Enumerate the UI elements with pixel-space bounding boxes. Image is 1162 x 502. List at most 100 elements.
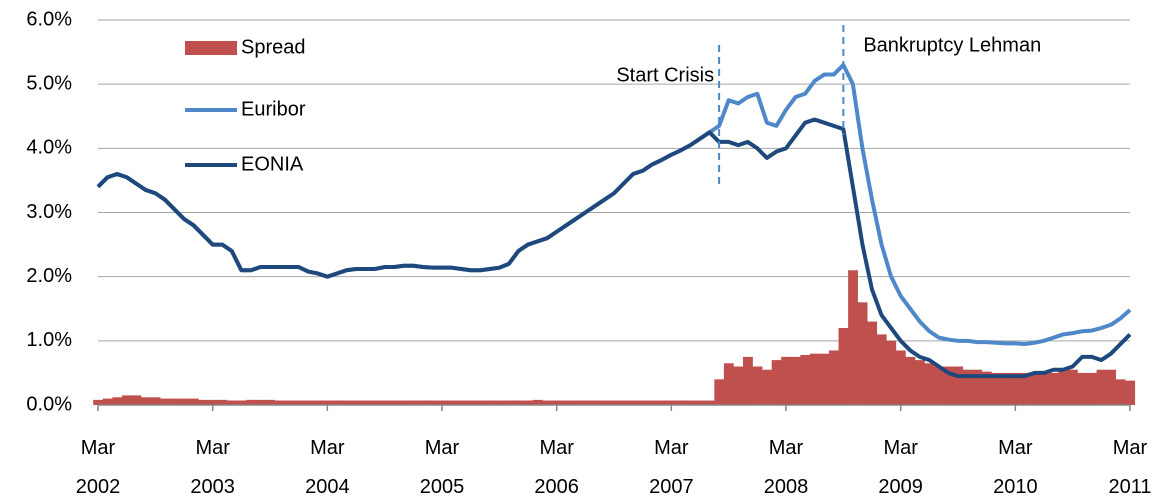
spread-bar xyxy=(274,400,285,405)
spread-bar xyxy=(360,400,371,405)
spread-bar xyxy=(198,399,209,405)
spread-bar xyxy=(762,369,772,405)
spread-bar xyxy=(685,400,696,405)
spread-bar xyxy=(408,400,419,405)
y-tick-label: 0.0% xyxy=(26,393,72,415)
spread-bar xyxy=(637,400,648,405)
spread-bar xyxy=(771,360,782,405)
spread-bar xyxy=(657,400,667,405)
spread-bar xyxy=(1048,372,1059,405)
spread-bar xyxy=(628,400,639,405)
spread-bar xyxy=(1010,372,1021,405)
spread-bar xyxy=(1058,369,1069,405)
spread-bar xyxy=(704,400,715,405)
spread-bar xyxy=(217,399,228,405)
spread-bar xyxy=(991,372,1002,405)
spread-bar xyxy=(800,354,811,405)
series-line xyxy=(96,117,1132,379)
spread-bar xyxy=(188,398,199,405)
spread-bar xyxy=(1087,372,1097,405)
spread-bar xyxy=(924,363,935,405)
spread-bar xyxy=(1001,372,1011,405)
spread-bar xyxy=(609,400,620,405)
spread-bar xyxy=(876,334,887,405)
spread-bar xyxy=(1115,379,1126,405)
spread-bar xyxy=(1125,380,1136,405)
spread-bar xyxy=(141,397,151,405)
spread-bar xyxy=(102,398,113,405)
spread-bar xyxy=(647,400,658,405)
legend-label: Spread xyxy=(241,36,306,58)
spread-bar xyxy=(972,369,983,405)
y-tick-label: 2.0% xyxy=(26,265,72,287)
spread-bar xyxy=(160,398,170,405)
legend-label: Euribor xyxy=(241,98,306,120)
spread-bar xyxy=(781,356,792,405)
spread-bar xyxy=(743,356,753,405)
y-tick-label: 4.0% xyxy=(26,137,72,159)
spread-bar xyxy=(504,400,514,405)
x-tick-label: Mar 2009 xyxy=(878,437,923,498)
spread-bar xyxy=(523,400,534,405)
spread-bar xyxy=(341,400,352,405)
spread-bar xyxy=(676,400,686,405)
spread-bar xyxy=(1029,372,1040,405)
spread-bar xyxy=(714,379,725,405)
spread-bar xyxy=(293,400,304,405)
spread-bar xyxy=(121,395,132,405)
spread-bar xyxy=(542,400,553,405)
spread-bar xyxy=(857,302,868,405)
x-tick-label: Mar 2006 xyxy=(534,437,579,498)
spread-bar xyxy=(332,400,342,405)
spread-bar xyxy=(246,399,256,405)
y-tick-label: 1.0% xyxy=(26,329,72,351)
spread-bar xyxy=(695,400,706,405)
spread-bar xyxy=(255,399,266,405)
annotation-text: Start Crisis xyxy=(616,64,714,86)
spread-bar xyxy=(551,400,562,405)
spread-bar xyxy=(915,360,925,405)
legend-swatch xyxy=(185,41,237,55)
spread-bar xyxy=(867,321,878,405)
spread-bar xyxy=(236,400,247,405)
spread-bar xyxy=(819,353,830,405)
x-tick-label: Mar 2010 xyxy=(993,437,1038,498)
spread-bar xyxy=(532,399,543,405)
spread-bar xyxy=(456,400,467,405)
spread-bar xyxy=(513,400,524,405)
spread-bar xyxy=(303,400,314,405)
spread-bar xyxy=(723,363,734,405)
spread-bar xyxy=(1096,369,1107,405)
spread-bar xyxy=(590,400,600,405)
spread-bar xyxy=(399,400,409,405)
spread-bar xyxy=(265,399,276,405)
spread-bar xyxy=(485,400,495,405)
spread-bar xyxy=(953,366,964,405)
spread-bar xyxy=(284,400,295,405)
spread-bar xyxy=(666,400,677,405)
spread-bar xyxy=(1077,372,1088,405)
x-tick-label: Mar 2011 xyxy=(1108,437,1151,498)
spread-bar xyxy=(1067,369,1078,405)
spread-bar xyxy=(131,395,142,405)
spread-bar xyxy=(446,400,457,405)
spread-bar xyxy=(580,400,591,405)
x-tick-label: Mar 2008 xyxy=(764,437,809,498)
spread-bar xyxy=(790,356,801,405)
spread-bar xyxy=(981,371,992,405)
spread-bar xyxy=(322,400,333,405)
x-tick-label: Mar 2003 xyxy=(190,437,235,498)
spread-bar xyxy=(379,400,390,405)
spread-bar xyxy=(618,400,629,405)
spread-bar xyxy=(829,350,839,405)
spread-bar xyxy=(313,400,323,405)
x-tick-label: Mar 2002 xyxy=(76,437,121,498)
x-tick-label: Mar 2005 xyxy=(420,437,465,498)
spread-bar xyxy=(838,328,849,405)
spread-bar xyxy=(169,398,180,405)
spread-bar xyxy=(475,400,486,405)
spread-bar xyxy=(351,400,362,405)
spread-bar xyxy=(370,400,381,405)
spread-bar xyxy=(895,350,906,405)
